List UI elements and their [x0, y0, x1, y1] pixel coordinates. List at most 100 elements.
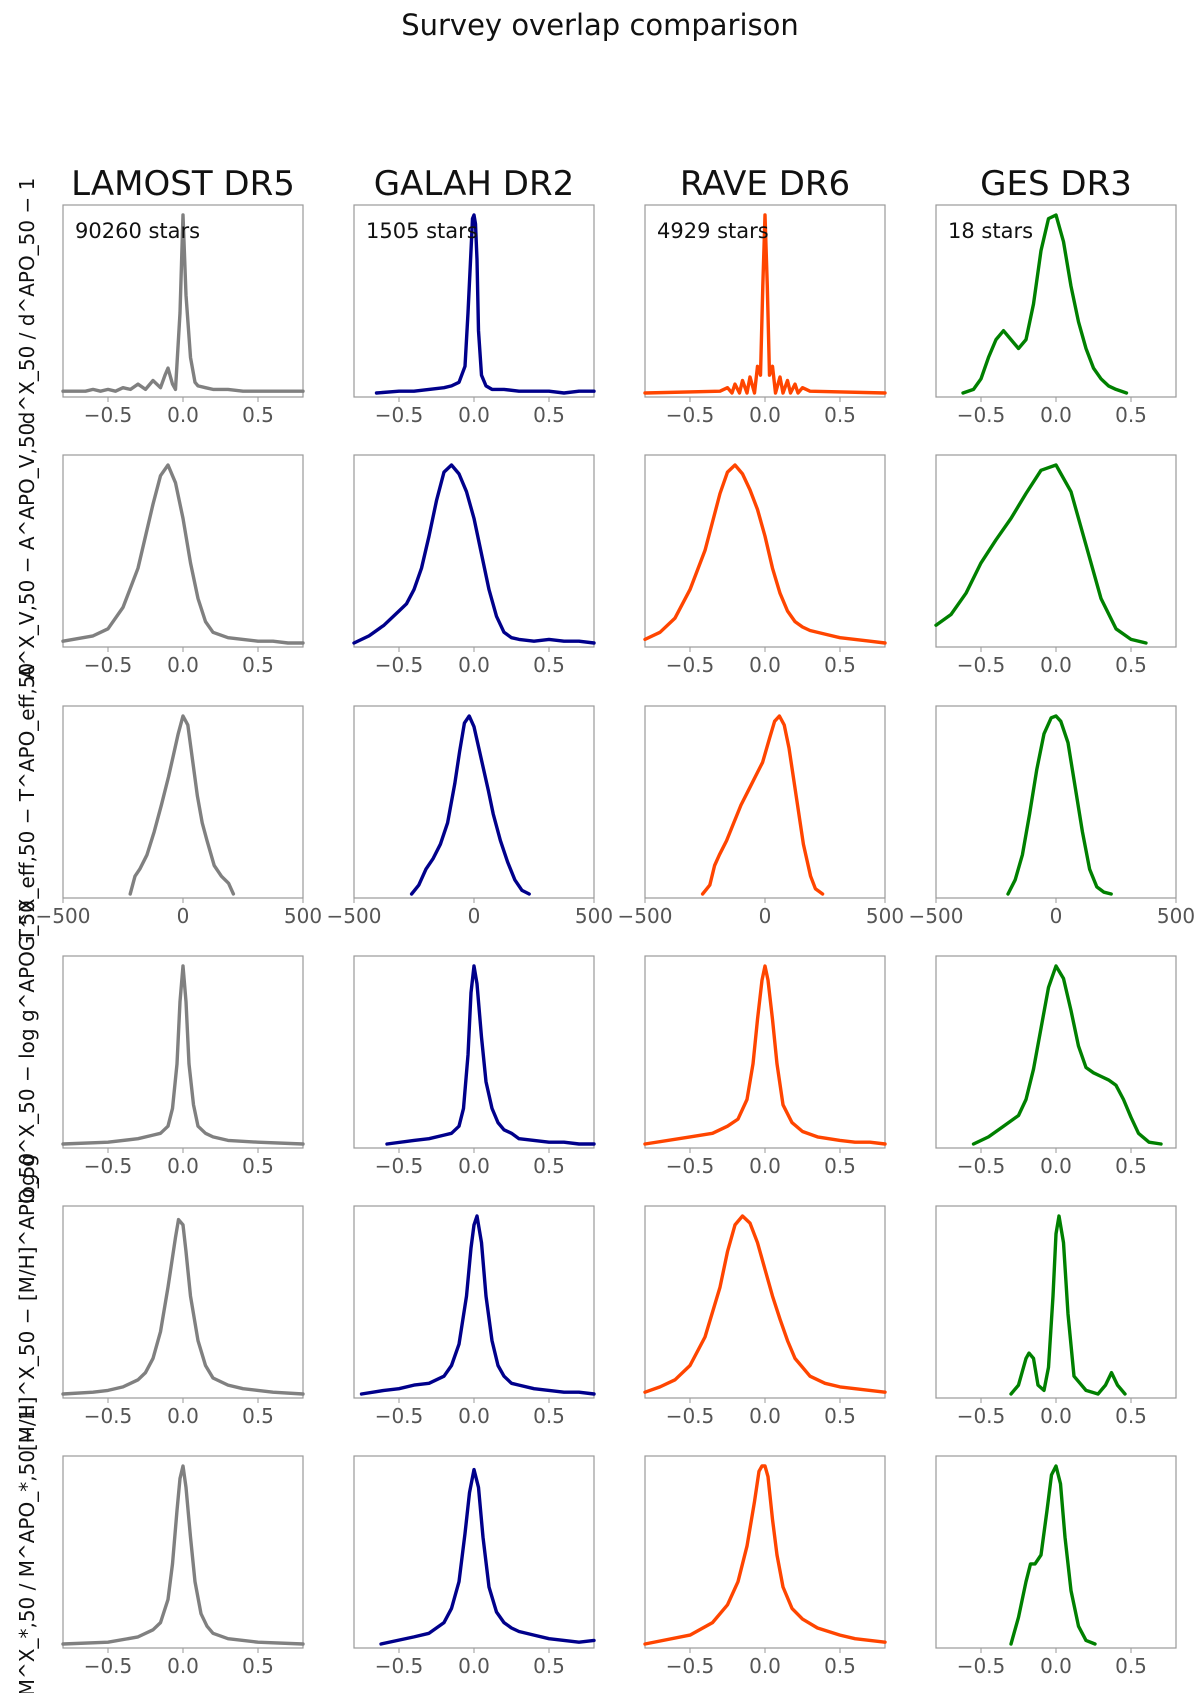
x-tick-label: 0 — [468, 904, 481, 928]
panel: −0.5 0.0 0.5 — [935, 1205, 1177, 1428]
distribution-curve — [128, 714, 236, 896]
x-tick-label: −0.5 — [957, 1404, 1006, 1428]
x-tick-label: −0.5 — [84, 1154, 133, 1178]
distribution-curve — [643, 1214, 887, 1394]
x-tick-label: 0.0 — [1040, 1654, 1072, 1678]
x-tick-label: 0.0 — [749, 653, 781, 677]
x-tick-label: 0.5 — [1115, 653, 1147, 677]
panel: −0.5 0.0 0.5 — [643, 1205, 887, 1428]
star-count-label: 1505 stars — [366, 219, 478, 243]
column-title: RAVE DR6 — [680, 164, 850, 204]
column-titles: LAMOST DR5 GALAH DR2 RAVE DR6 GES DR3 — [71, 164, 1132, 204]
panel-frame — [935, 454, 1177, 648]
panel-frame — [644, 1455, 886, 1649]
panel: −0.5 0.0 0.5 — [353, 955, 596, 1178]
star-count-label: 18 stars — [948, 219, 1033, 243]
distribution-curve — [961, 213, 1129, 395]
x-tick-label: −0.5 — [666, 403, 715, 427]
x-tick-label: 0.5 — [824, 653, 856, 677]
x-tick-label: −0.5 — [666, 653, 715, 677]
x-tick-label: 0.0 — [458, 1654, 490, 1678]
x-tick-label: 0 — [1050, 904, 1063, 928]
x-tick-label: 0.0 — [167, 403, 199, 427]
distribution-curve — [409, 714, 531, 896]
x-tick-label: 0.5 — [242, 403, 274, 427]
panel-frame — [353, 955, 595, 1149]
panel-frame — [644, 955, 886, 1149]
distribution-curve — [61, 463, 305, 645]
x-tick-label: 0.5 — [533, 1154, 565, 1178]
distribution-curve — [700, 714, 825, 896]
figure-title: Survey overlap comparison — [401, 8, 799, 42]
x-tick-label: 0.5 — [824, 403, 856, 427]
x-tick-label: 0.0 — [749, 1404, 781, 1428]
x-tick-label: −500 — [618, 904, 673, 928]
star-count-label: 90260 stars — [75, 219, 200, 243]
panel: −500 0 500 — [327, 705, 613, 928]
panel: −0.5 0.0 0.5 — [643, 454, 887, 677]
panel-grid: d^X_50 / d^APO_50 − 1 −0.5 0.0 0.5 90260 sta… — [15, 178, 1195, 1693]
column-title: LAMOST DR5 — [71, 164, 295, 204]
panel: −0.5 0.0 0.5 — [352, 454, 596, 677]
row-y-axis-label: A^X_V,50 − A^APO_V,50 — [15, 423, 39, 680]
panel-frame — [353, 705, 595, 899]
x-tick-label: 0.5 — [1115, 1404, 1147, 1428]
row-y-axis-label: [M/H]^X_50 − [M/H]^APO_50 — [15, 1153, 39, 1451]
distribution-curve — [643, 964, 887, 1146]
x-tick-label: 0.0 — [1040, 1154, 1072, 1178]
x-tick-label: 0.0 — [749, 1154, 781, 1178]
distribution-curve — [1009, 1214, 1127, 1396]
panel-frame — [935, 1455, 1177, 1649]
x-tick-label: 0.0 — [458, 1154, 490, 1178]
x-tick-label: −0.5 — [957, 1654, 1006, 1678]
panel: −0.5 0.0 0.5 1505 stars — [353, 204, 596, 427]
x-tick-label: 0.5 — [533, 653, 565, 677]
x-tick-label: 0.0 — [167, 653, 199, 677]
distribution-curve — [971, 964, 1163, 1146]
column-title: GES DR3 — [980, 164, 1132, 204]
panel-frame — [644, 1205, 886, 1399]
panel: −0.5 0.0 0.5 — [61, 1205, 305, 1428]
x-tick-label: −0.5 — [375, 1154, 424, 1178]
x-tick-label: 0.0 — [749, 403, 781, 427]
panel-frame — [935, 955, 1177, 1149]
x-tick-label: 0 — [177, 904, 190, 928]
panel: −0.5 0.0 0.5 — [935, 955, 1177, 1178]
panel-frame — [644, 705, 886, 899]
panel: −500 0 500 — [618, 705, 904, 928]
panel: −0.5 0.0 0.5 4929 stars — [643, 204, 887, 427]
x-tick-label: −0.5 — [375, 1404, 424, 1428]
x-tick-label: −0.5 — [84, 653, 133, 677]
panel: −0.5 0.0 0.5 — [61, 454, 305, 677]
distribution-curve — [61, 1464, 305, 1646]
x-tick-label: −0.5 — [666, 1154, 715, 1178]
x-tick-label: −0.5 — [84, 1654, 133, 1678]
x-tick-label: 0.0 — [1040, 1404, 1072, 1428]
column-title: GALAH DR2 — [374, 164, 574, 204]
panel-frame — [644, 454, 886, 648]
x-tick-label: 0.0 — [167, 1654, 199, 1678]
panel-frame — [62, 1455, 304, 1649]
distribution-curve — [385, 964, 596, 1146]
x-tick-label: 0.5 — [1115, 1654, 1147, 1678]
x-tick-label: 500 — [866, 904, 904, 928]
x-tick-label: −0.5 — [375, 653, 424, 677]
x-tick-label: 0.5 — [242, 1654, 274, 1678]
distribution-curve — [379, 1467, 596, 1646]
x-tick-label: −0.5 — [84, 403, 133, 427]
x-tick-label: 0.0 — [458, 403, 490, 427]
row-y-axis-label: log g^X_50 − log g^APOG_50 — [15, 900, 39, 1204]
x-tick-label: 0.5 — [242, 1404, 274, 1428]
x-tick-label: 0.5 — [242, 1154, 274, 1178]
distribution-curve — [643, 213, 887, 395]
distribution-curve — [643, 463, 887, 645]
x-tick-label: 0.0 — [167, 1404, 199, 1428]
x-tick-label: −0.5 — [666, 1404, 715, 1428]
x-tick-label: −0.5 — [957, 403, 1006, 427]
x-tick-label: 500 — [575, 904, 613, 928]
x-tick-label: 0.5 — [1115, 1154, 1147, 1178]
row-y-axis-label: d^X_50 / d^APO_50 − 1 — [15, 178, 39, 425]
panel-frame — [62, 454, 304, 648]
x-tick-label: 0.0 — [458, 1404, 490, 1428]
row-y-axis-label: T^X_eff,50 − T^APO_eff,50 — [15, 663, 39, 942]
